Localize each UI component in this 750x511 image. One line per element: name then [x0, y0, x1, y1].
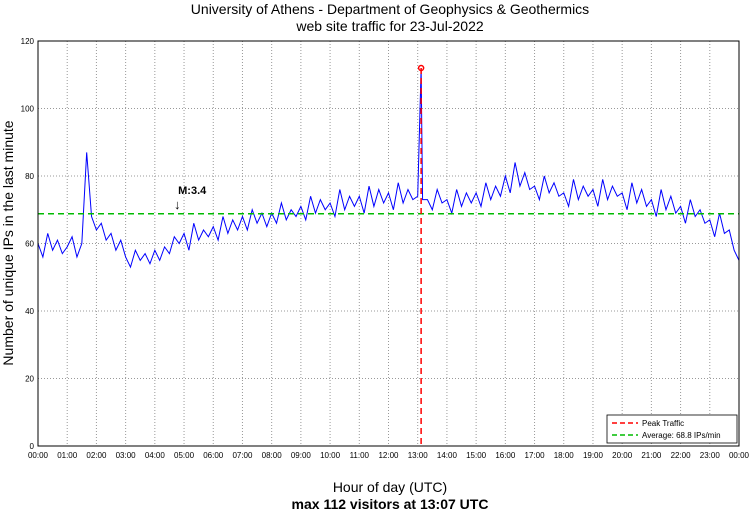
x-tick-label: 07:00 — [232, 451, 253, 460]
x-tick-label: 23:00 — [700, 451, 721, 460]
y-tick-label: 40 — [25, 307, 34, 316]
y-tick-label: 20 — [25, 375, 34, 384]
x-tick-label: 19:00 — [583, 451, 604, 460]
plot-frame — [37, 40, 740, 447]
x-tick-label: 06:00 — [203, 451, 224, 460]
traffic-line — [37, 67, 740, 269]
x-tick-label: 20:00 — [612, 451, 633, 460]
x-tick-label: 03:00 — [116, 451, 137, 460]
x-tick-label: 22:00 — [671, 451, 692, 460]
x-axis-sublabel: max 112 visitors at 13:07 UTC — [292, 496, 489, 511]
y-tick-label: 80 — [25, 172, 34, 181]
x-tick-label: 09:00 — [291, 451, 312, 460]
x-tick-label: 16:00 — [495, 451, 516, 460]
annotation-arrow-icon: ↓ — [174, 197, 181, 212]
legend-average-label: Average: 68.8 IPs/min — [642, 431, 721, 440]
x-tick-label: 00:00 — [729, 451, 750, 460]
x-tick-label: 02:00 — [86, 451, 107, 460]
chart-title: University of Athens - Department of Geo… — [191, 1, 589, 17]
x-tick-label: 08:00 — [262, 451, 283, 460]
x-tick-label: 00:00 — [28, 451, 49, 460]
x-tick-label: 18:00 — [554, 451, 575, 460]
chart-subtitle: web site traffic for 23-Jul-2022 — [295, 18, 483, 34]
event-annotation: M:3.4 — [178, 185, 207, 197]
x-axis-label: Hour of day (UTC) — [333, 479, 447, 495]
x-tick-label: 21:00 — [641, 451, 662, 460]
x-tick-label: 13:00 — [408, 451, 429, 460]
y-tick-label: 120 — [21, 37, 35, 46]
x-tick-label: 12:00 — [378, 451, 399, 460]
y-tick-label: 100 — [21, 105, 35, 114]
legend-peak-label: Peak Traffic — [642, 419, 684, 428]
y-tick-label: 60 — [25, 240, 34, 249]
y-axis-label: Number of unique IPs in the last minute — [0, 120, 16, 365]
x-tick-label: 05:00 — [174, 451, 195, 460]
x-tick-label: 04:00 — [145, 451, 166, 460]
x-tick-label: 15:00 — [466, 451, 487, 460]
legend: Peak Traffic Average: 68.8 IPs/min — [606, 414, 738, 444]
x-tick-label: 14:00 — [437, 451, 458, 460]
x-tick-label: 10:00 — [320, 451, 341, 460]
y-tick-label: 0 — [30, 442, 35, 451]
x-tick-label: 17:00 — [525, 451, 546, 460]
x-tick-label: 01:00 — [57, 451, 78, 460]
x-tick-label: 11:00 — [350, 451, 370, 460]
peak-marker — [417, 64, 425, 72]
